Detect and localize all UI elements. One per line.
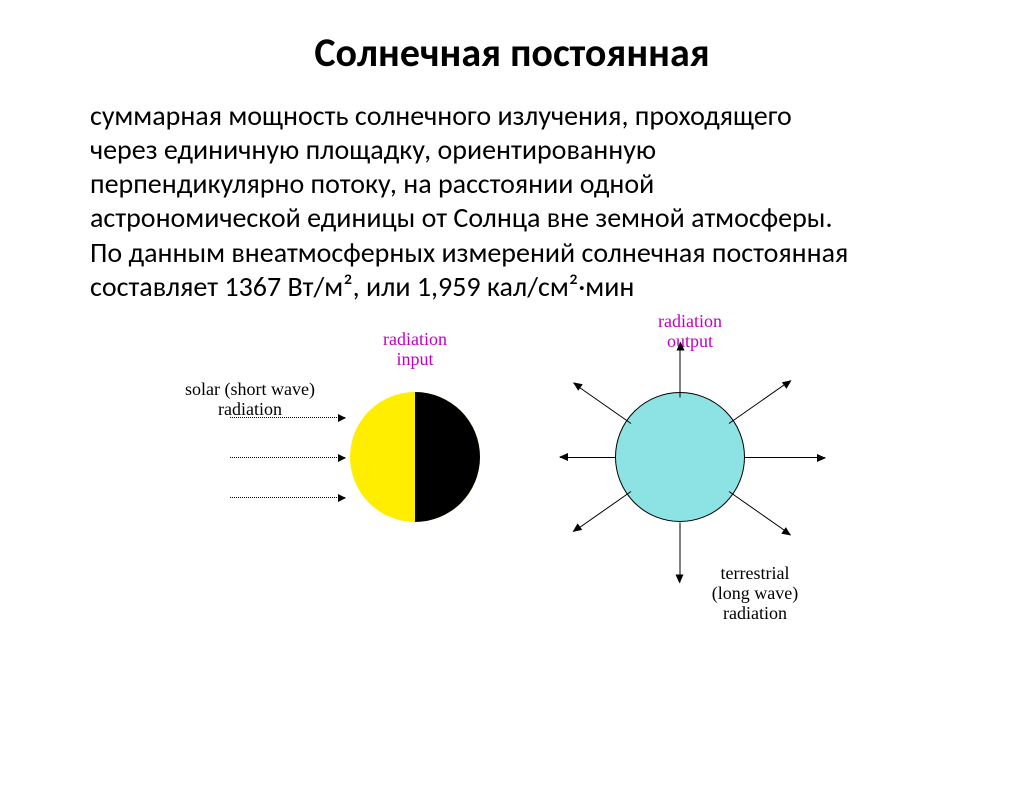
definition-text: суммарная мощность солнечного излучения,… — [0, 99, 920, 304]
incoming-arrow — [230, 417, 345, 418]
outgoing-arrow — [573, 491, 631, 532]
page-title: Солнечная постоянная — [0, 28, 1024, 77]
outgoing-arrow — [680, 522, 681, 582]
radiation-input-label: radiation input — [355, 330, 475, 370]
solar-radiation-label: solar (short wave) radiation — [175, 380, 325, 420]
incoming-arrow — [230, 457, 345, 458]
radiation-output-label: radiation output — [630, 312, 750, 352]
outgoing-arrow — [560, 457, 615, 458]
radiation-diagram: solar (short wave) radiation radiation i… — [0, 312, 1024, 642]
earth-icon — [615, 392, 745, 522]
incoming-arrow — [230, 497, 345, 498]
terrestrial-radiation-label: terrestrial (long wave) radiation — [700, 564, 810, 623]
sun-icon — [350, 392, 480, 522]
outgoing-arrow — [680, 342, 681, 397]
outgoing-arrow — [573, 382, 631, 423]
outgoing-arrow — [745, 457, 825, 458]
outgoing-arrow — [729, 491, 791, 535]
outgoing-arrow — [729, 380, 791, 424]
